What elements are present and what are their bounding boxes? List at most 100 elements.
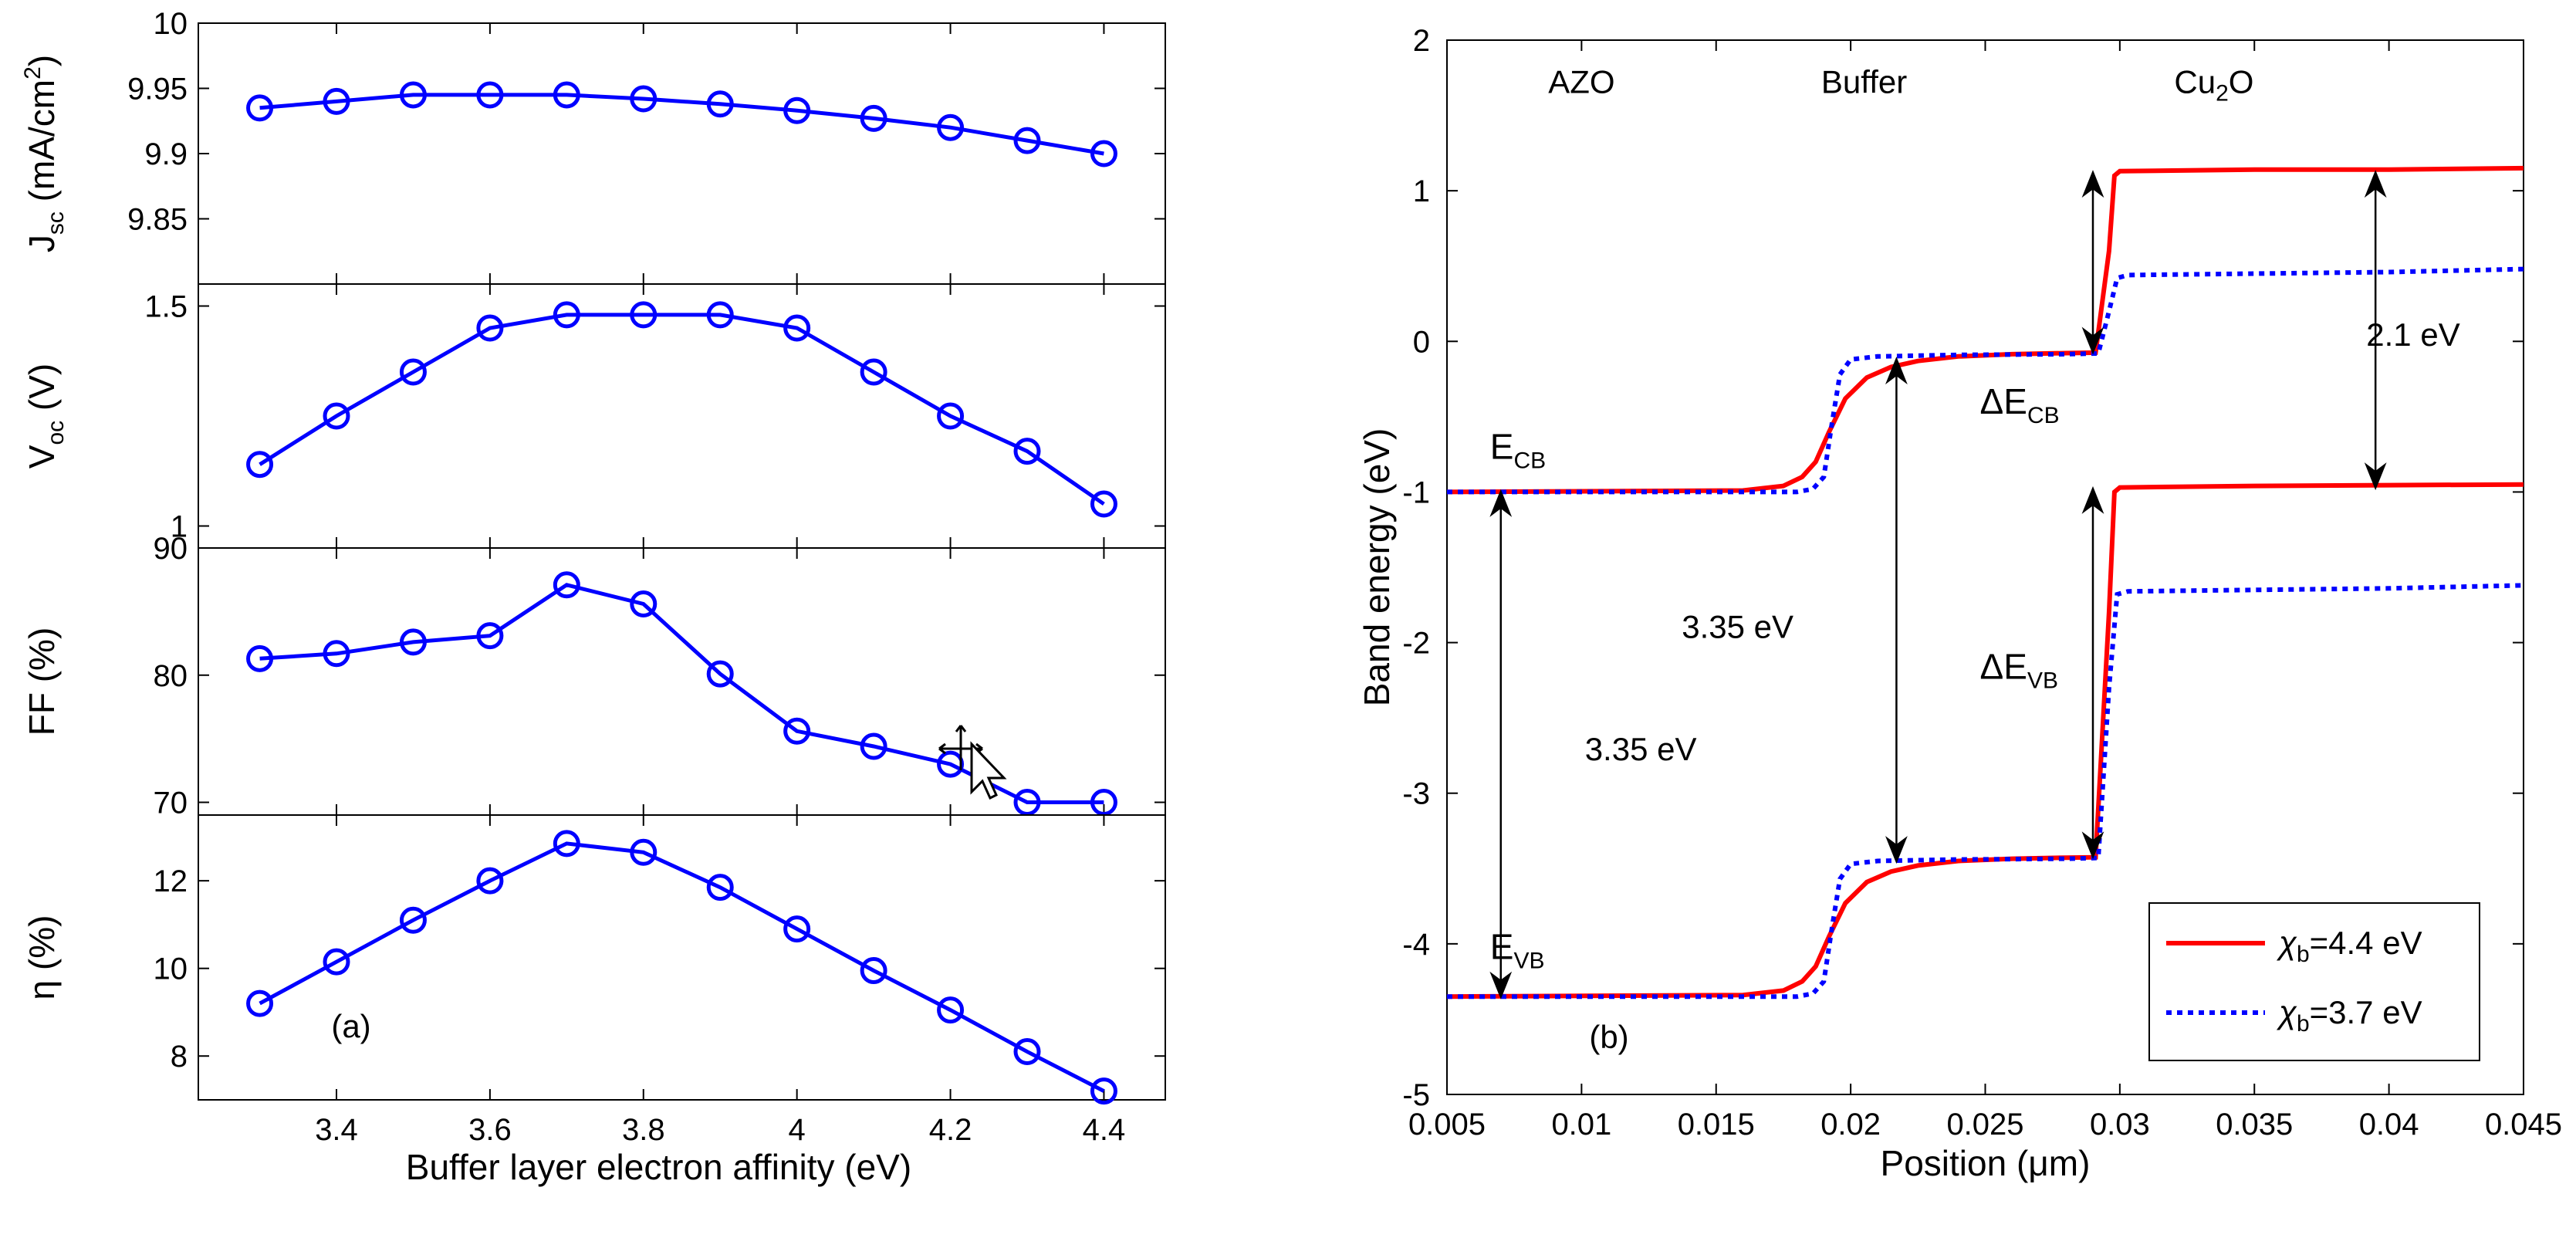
subplot-3-ytick-label: 8 [171, 1040, 188, 1074]
subplot-1-data-point [860, 358, 887, 386]
subplot-0-data-point [323, 87, 350, 115]
energy-annotation-2: 2.1 eV [2366, 316, 2459, 353]
panel-b-xtick-label: 0.035 [2216, 1108, 2293, 1142]
subplot-1-ytick-label: 1.5 [144, 290, 188, 324]
subplot-2-data-point [246, 644, 274, 672]
legend-label-0: χb=4.4 eV [2276, 925, 2422, 967]
panel-b-ytick-label: -1 [1402, 475, 1430, 509]
band-label-main: ΔE [1980, 381, 2027, 421]
ylabel-sub: sc [43, 211, 69, 235]
ylabel-main: J [22, 235, 62, 252]
subplot-1-data-point [706, 301, 734, 329]
band-label-main: ΔE [1980, 646, 2027, 686]
panel-a-xtick-label: 3.4 [315, 1113, 358, 1147]
legend-label-1: χb=3.7 eV [2276, 994, 2422, 1037]
series-1-band-line-1 [1447, 583, 2524, 1000]
subplot-3-data-point [937, 996, 965, 1024]
region-label-sub: 2 [2216, 80, 2229, 106]
ylabel-sup: 2 [20, 66, 46, 79]
legend-label-rest: =3.7 eV [2310, 994, 2422, 1030]
subplot-1-data-point [553, 301, 580, 329]
panel-a-xlabel: Buffer layer electron affinity (eV) [406, 1147, 911, 1187]
legend-label-sub: b [2297, 1011, 2310, 1037]
subplot-1-data-point [476, 314, 504, 342]
band-label-1: EVB [1490, 926, 1545, 973]
subplot-0-data-point [937, 113, 965, 141]
band-label-sub: VB [2027, 668, 2058, 693]
panel-b-xtick-label: 0.025 [1946, 1108, 2023, 1142]
subplot-0-data-point [860, 104, 887, 132]
legend-label-main: χ [2276, 925, 2297, 961]
panel-b-ytick-label: 1 [1413, 174, 1430, 208]
panel-b-annotation: (b) [1589, 1019, 1628, 1055]
subplot-2: 70 80 90 FF (%) [22, 532, 1166, 820]
region-label-rest: O [2229, 63, 2254, 100]
subplot-2-data-point [630, 590, 658, 617]
panel-a-annotation: (a) [331, 1008, 370, 1044]
panel-b-ytick-label: 2 [1413, 24, 1430, 58]
panel-a-xtick-label: 4 [789, 1113, 806, 1147]
panel-a-xtick-label: 3.8 [622, 1113, 665, 1147]
subplot-2-data-point [1090, 789, 1117, 817]
subplot-1-data-point [937, 402, 965, 430]
region-label-0: AZO [1548, 63, 1614, 100]
panel-a-xtick-label: 3.6 [468, 1113, 512, 1147]
subplot-1-data-point [1013, 438, 1041, 465]
subplot-1-series-line [259, 313, 1105, 506]
subplot-1-data-point [323, 402, 350, 430]
ylabel-main: FF (%) [22, 627, 62, 736]
subplot-2-data-point [706, 660, 734, 688]
ylabel-rest: (V) [22, 364, 62, 421]
band-label-2: ΔECB [1980, 381, 2060, 428]
band-label-0: ECB [1490, 426, 1546, 473]
panel-b-xtick-label: 0.045 [2485, 1108, 2562, 1142]
panel-b-xtick-label: 0.01 [1551, 1108, 1611, 1142]
panel-b-xtick-label: 0.005 [1408, 1108, 1486, 1142]
panel-b-ytick-label: 0 [1413, 325, 1430, 359]
subplot-2-ytick-label: 90 [154, 532, 188, 566]
subplot-2-data-point [937, 750, 965, 778]
ylabel-main: η (%) [22, 915, 62, 1000]
subplot-2-ylabel: FF (%) [22, 627, 62, 736]
subplot-3-data-point [1013, 1038, 1041, 1066]
panel-b-ylabel: Band energy (eV) [1357, 428, 1397, 707]
panel-a-efficiency-parameters: 9.85 9.9 9.95 10 Jsc (mA/cm2) 1 1.5 Voc (V) 70 80… [20, 7, 1166, 1187]
subplot-2-data-point [860, 732, 887, 760]
subplot-2-ytick-label: 80 [154, 659, 188, 693]
region-label-main: AZO [1548, 63, 1614, 100]
subplot-3-data-point [630, 838, 658, 866]
panel-a-xtick-label: 4.2 [929, 1113, 972, 1147]
panel-b-xtick-label: 0.02 [1820, 1108, 1881, 1142]
legend-label-main: χ [2276, 994, 2297, 1030]
region-label-1: Buffer [1821, 63, 1907, 100]
subplot-0-data-point [1013, 127, 1041, 154]
subplot-3-ytick-label: 12 [154, 864, 188, 898]
subplot-0-data-point [246, 94, 274, 122]
band-label-sub: CB [2027, 403, 2060, 428]
panel-b-ytick-label: -5 [1402, 1078, 1430, 1112]
panel-b-xtick-label: 0.015 [1678, 1108, 1755, 1142]
subplot-0-ytick-label: 9.95 [127, 73, 188, 107]
subplot-3-ytick-label: 10 [154, 952, 188, 986]
subplot-3-data-point [706, 874, 734, 901]
subplot-1-data-point [630, 301, 658, 329]
subplot-1-data-point [399, 358, 427, 386]
mouse-cursor-icon [938, 725, 1007, 800]
subplot-2-data-point [1013, 789, 1041, 817]
subplot-1: 1 1.5 Voc (V) [22, 283, 1166, 549]
panel-a-xtick-label: 4.4 [1083, 1113, 1126, 1147]
energy-annotation-1: 3.35 eV [1682, 609, 1793, 645]
subplot-0-ytick-label: 10 [154, 7, 188, 41]
legend-box [2148, 902, 2480, 1061]
subplot-3-series-line [259, 841, 1105, 1093]
subplot-3-ylabel: η (%) [22, 915, 62, 1000]
band-label-sub: VB [1513, 948, 1544, 973]
band-label-main: E [1490, 926, 1514, 966]
panel-b-xtick-label: 0.04 [2359, 1108, 2419, 1142]
subplot-3-data-point [246, 989, 274, 1017]
legend-label-rest: =4.4 eV [2310, 925, 2422, 961]
subplot-3-data-point [399, 906, 427, 934]
